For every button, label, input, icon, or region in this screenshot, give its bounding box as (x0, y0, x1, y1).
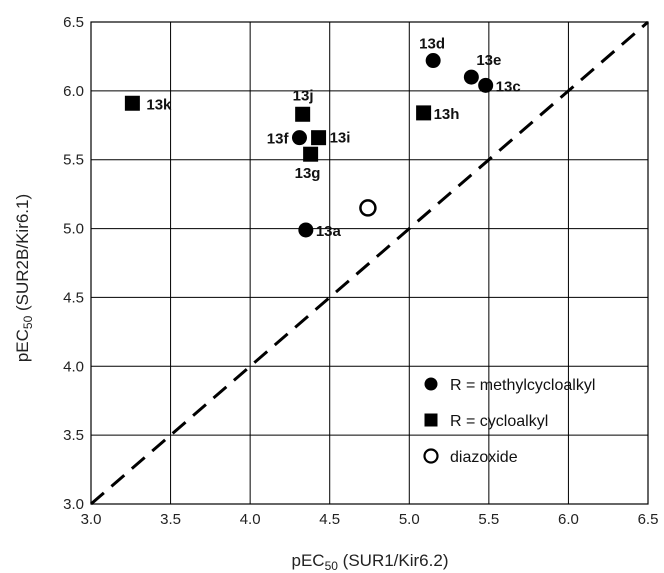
x-tick-label: 6.0 (558, 511, 579, 528)
x-axis-label: pEC50 (SUR1/Kir6.2) (292, 551, 449, 573)
legend-marker-diazoxide (423, 448, 439, 464)
point-13i (311, 130, 327, 146)
legend-label-cycloalkyl: R = cycloalkyl (450, 413, 548, 430)
y-tick-labels: 3.0 3.5 4.0 4.5 5.0 5.5 6.0 6.5 (63, 14, 84, 513)
x-tick-label: 3.0 (81, 511, 102, 528)
point-label-13i: 13i (330, 130, 351, 147)
y-tick-label: 4.5 (63, 289, 84, 306)
y-tick-label: 6.0 (63, 83, 84, 100)
point-label-13d: 13d (419, 36, 445, 53)
x-tick-label: 5.0 (399, 511, 420, 528)
x-tick-label: 3.5 (160, 511, 181, 528)
point-label-13a: 13a (316, 223, 342, 240)
legend-marker-methylcycloalkyl (424, 377, 438, 391)
identity-line (90, 20, 649, 506)
y-tick-label: 5.5 (63, 152, 84, 169)
point-label-13h: 13h (434, 106, 460, 123)
point-13a (298, 222, 314, 238)
x-tick-label: 4.0 (240, 511, 261, 528)
point-label-13e: 13e (476, 52, 501, 69)
point-diazoxide (359, 199, 377, 217)
y-tick-label: 4.0 (63, 358, 84, 375)
point-labels: 13a 13c 13d 13e 13f 13g 13h 13i 13j 13k (146, 36, 520, 240)
point-13g (303, 146, 319, 162)
plot-frame (90, 21, 649, 505)
point-13c (478, 77, 494, 93)
point-13f (291, 130, 307, 146)
point-13k (124, 95, 140, 111)
x-tick-label: 5.5 (478, 511, 499, 528)
point-label-13g: 13g (295, 165, 321, 182)
point-13d (425, 53, 441, 69)
y-tick-label: 5.0 (63, 221, 84, 238)
point-13e (463, 69, 479, 85)
legend-marker-cycloalkyl (424, 413, 438, 427)
y-tick-label: 3.0 (63, 496, 84, 513)
point-13h (416, 105, 432, 121)
y-tick-label: 6.5 (63, 14, 84, 31)
point-label-13j: 13j (293, 87, 314, 104)
x-tick-labels: 3.0 3.5 4.0 4.5 5.0 5.5 6.0 6.5 (81, 511, 659, 528)
y-axis-label: pEC50 (SUR2B/Kir6.1) (13, 194, 35, 362)
legend-label-methylcycloalkyl: R = methylcycloalkyl (450, 377, 595, 394)
point-label-13c: 13c (496, 78, 521, 95)
point-13j (295, 106, 311, 122)
y-tick-label: 3.5 (63, 427, 84, 444)
legend: R = methylcycloalkyl R = cycloalkyl diaz… (423, 377, 595, 466)
point-label-13f: 13f (267, 131, 290, 148)
grid-lines (90, 21, 649, 505)
x-tick-label: 6.5 (638, 511, 659, 528)
point-label-13k: 13k (146, 96, 172, 113)
x-tick-label: 4.5 (319, 511, 340, 528)
legend-label-diazoxide: diazoxide (450, 449, 518, 466)
data-points (124, 53, 494, 238)
